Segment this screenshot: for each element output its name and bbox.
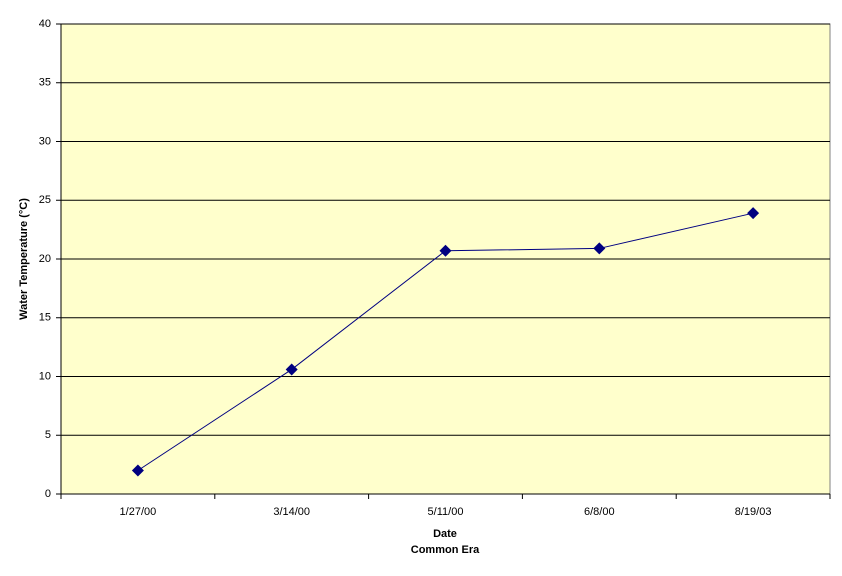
y-tick-label: 25	[39, 194, 51, 206]
x-tick-label: 5/11/00	[428, 506, 464, 518]
x-tick-label: 1/27/00	[120, 506, 157, 518]
y-axis-title: Water Temperature (°C)	[18, 198, 30, 320]
y-tick-label: 5	[45, 429, 51, 441]
y-tick-label: 30	[39, 135, 51, 147]
y-tick-label: 0	[45, 488, 51, 500]
x-tick-label: 8/19/03	[735, 506, 772, 518]
x-axis-title: Date	[433, 528, 457, 540]
data-point	[285, 363, 298, 376]
data-point	[593, 242, 606, 255]
y-tick-label: 15	[39, 312, 51, 324]
data-point	[439, 244, 452, 257]
x-axis-subtitle: Common Era	[411, 544, 480, 556]
y-tick-label: 40	[39, 18, 51, 30]
y-tick-label: 20	[39, 253, 51, 265]
data-point	[747, 207, 760, 220]
y-tick-label: 35	[39, 77, 51, 89]
x-tick-label: 6/8/00	[584, 506, 615, 518]
data-point	[131, 464, 144, 477]
y-tick-label: 10	[39, 370, 51, 382]
x-tick-label: 3/14/00	[273, 506, 310, 518]
